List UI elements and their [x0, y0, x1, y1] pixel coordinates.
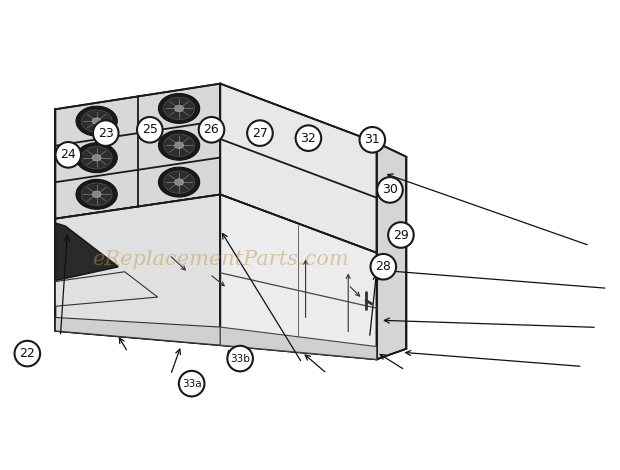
Ellipse shape	[164, 97, 195, 120]
Circle shape	[179, 371, 205, 396]
Ellipse shape	[164, 134, 195, 157]
Ellipse shape	[76, 180, 117, 209]
Ellipse shape	[159, 167, 200, 197]
Text: 22: 22	[19, 347, 35, 360]
Text: 30: 30	[382, 183, 398, 196]
Circle shape	[56, 142, 81, 168]
Text: eReplacementParts.com: eReplacementParts.com	[92, 251, 348, 269]
Ellipse shape	[159, 94, 200, 123]
Circle shape	[388, 222, 414, 248]
Circle shape	[14, 341, 40, 366]
Ellipse shape	[164, 171, 195, 193]
Polygon shape	[220, 84, 376, 253]
Text: 29: 29	[393, 228, 409, 242]
Ellipse shape	[76, 106, 117, 136]
Polygon shape	[376, 142, 407, 360]
Text: 27: 27	[252, 126, 268, 140]
Text: 31: 31	[365, 133, 380, 146]
Polygon shape	[55, 223, 118, 281]
Text: 24: 24	[60, 149, 76, 161]
Circle shape	[371, 254, 396, 280]
Ellipse shape	[81, 147, 112, 169]
Ellipse shape	[159, 130, 200, 160]
Circle shape	[296, 125, 321, 151]
Text: 33a: 33a	[182, 379, 202, 389]
Text: 26: 26	[203, 123, 219, 136]
Polygon shape	[220, 195, 376, 360]
Ellipse shape	[76, 143, 117, 172]
Ellipse shape	[81, 110, 112, 133]
Polygon shape	[55, 272, 157, 306]
Circle shape	[198, 117, 224, 142]
Ellipse shape	[175, 142, 184, 149]
Polygon shape	[220, 327, 376, 360]
Ellipse shape	[175, 105, 184, 112]
Ellipse shape	[81, 183, 112, 205]
Ellipse shape	[92, 118, 101, 125]
Polygon shape	[55, 195, 220, 345]
Text: 25: 25	[142, 123, 157, 136]
Circle shape	[360, 127, 385, 153]
Ellipse shape	[92, 191, 101, 197]
Circle shape	[137, 117, 162, 142]
Text: 33b: 33b	[230, 353, 250, 364]
Circle shape	[377, 177, 403, 203]
Polygon shape	[55, 317, 220, 345]
Circle shape	[247, 120, 273, 146]
Text: 28: 28	[375, 260, 391, 273]
Polygon shape	[55, 84, 220, 219]
Text: 32: 32	[301, 132, 316, 145]
Circle shape	[93, 120, 118, 146]
Ellipse shape	[175, 179, 184, 185]
Circle shape	[228, 346, 253, 371]
Text: 23: 23	[98, 126, 113, 140]
Ellipse shape	[92, 155, 101, 161]
